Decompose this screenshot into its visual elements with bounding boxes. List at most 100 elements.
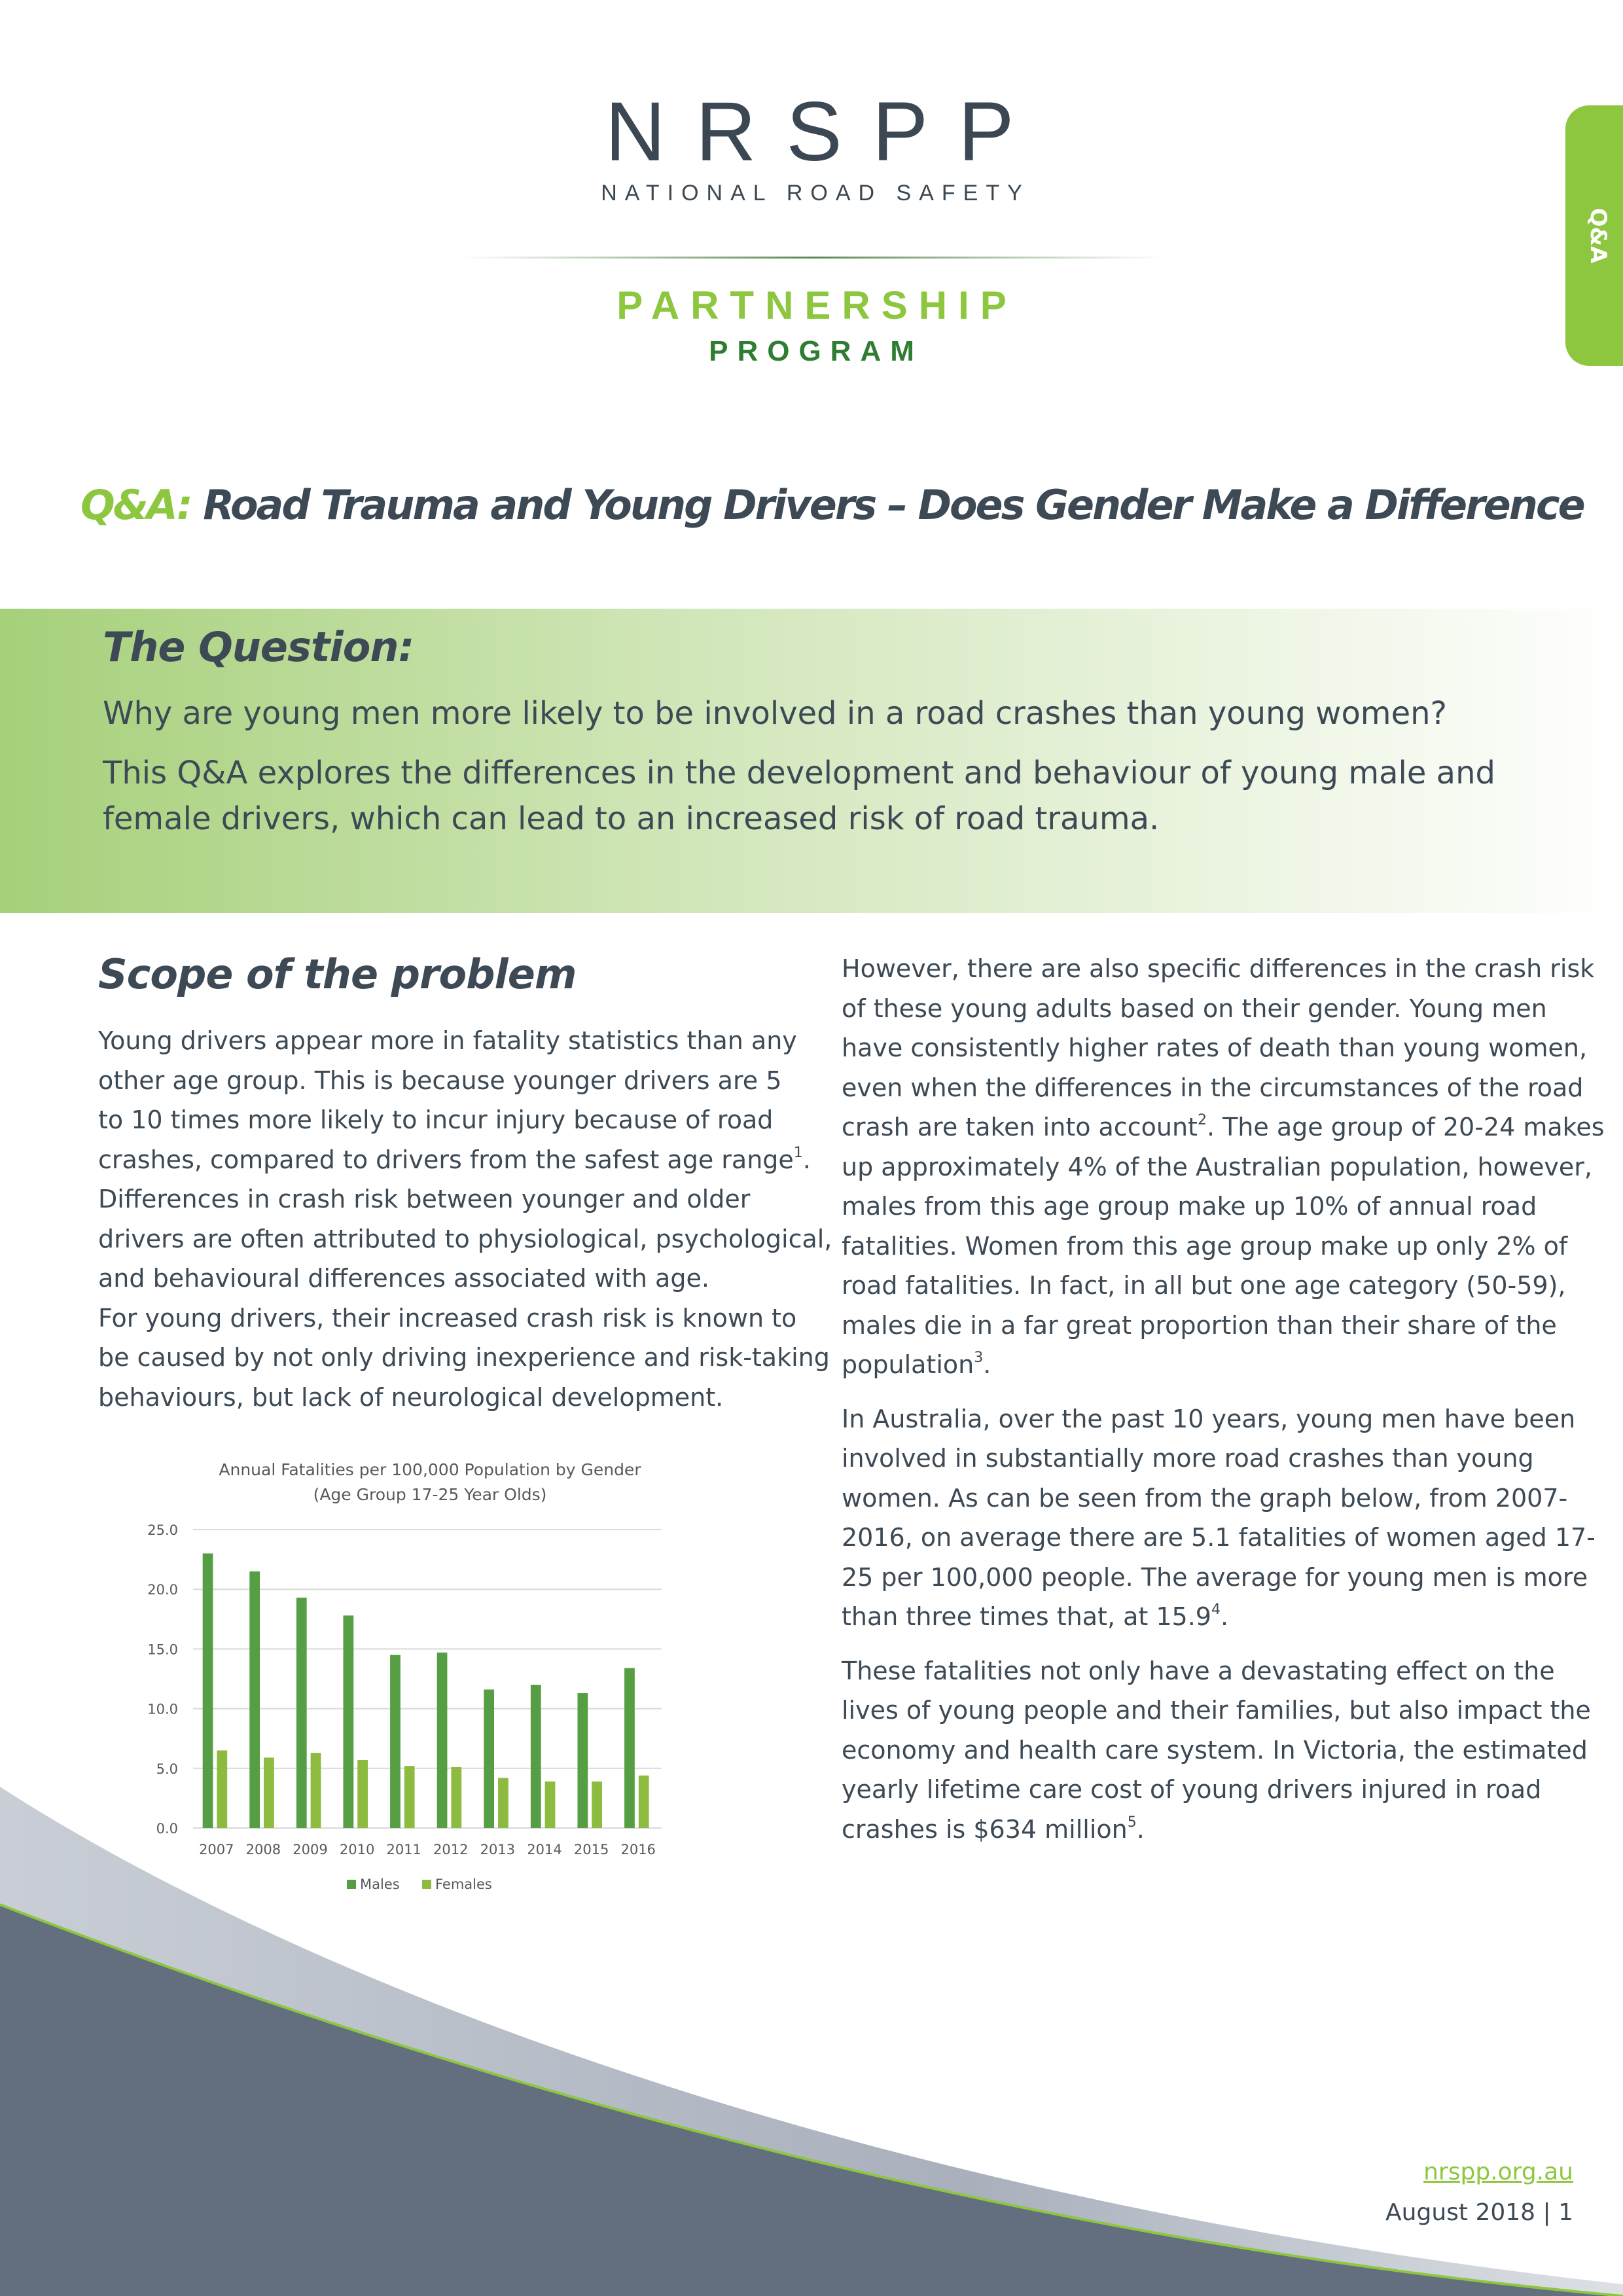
text-segment: behaviours, but lack of neurological dev… — [98, 1382, 724, 1412]
x-tick-label: 2016 — [620, 1842, 655, 1857]
x-tick-label: 2012 — [433, 1842, 468, 1857]
text-segment: 2016, on average there are 5.1 fatalitie… — [842, 1523, 1596, 1552]
bar-females-2008 — [264, 1757, 274, 1828]
question-description-line: female drivers, which can lead to an inc… — [103, 800, 1160, 837]
text-line: fatalities. Women from this age group ma… — [842, 1227, 1605, 1266]
x-tick-label: 2007 — [199, 1842, 234, 1857]
x-tick-label: 2011 — [386, 1842, 421, 1857]
website-link[interactable]: nrspp.org.au — [1423, 2159, 1573, 2185]
logo-nrspp: NRSPP — [605, 85, 1044, 179]
text-line: population3. — [842, 1345, 1605, 1385]
bar-males-2010 — [343, 1615, 354, 1828]
text-line: of these young adults based on their gen… — [842, 989, 1605, 1029]
x-tick-label: 2010 — [340, 1842, 374, 1857]
footnote-ref: 1 — [793, 1144, 803, 1161]
text-line: up approximately 4% of the Australian po… — [842, 1147, 1605, 1187]
text-segment: women. As can be seen from the graph bel… — [842, 1483, 1568, 1513]
text-line: lives of young people and their families… — [842, 1691, 1605, 1731]
bar-males-2015 — [577, 1693, 588, 1828]
bar-males-2012 — [437, 1652, 448, 1828]
text-segment: up approximately 4% of the Australian po… — [842, 1152, 1592, 1181]
question-band — [0, 609, 1623, 913]
text-segment: males from this age group make up 10% of… — [842, 1192, 1537, 1221]
y-tick-label: 0.0 — [156, 1821, 178, 1837]
y-tick-label: 25.0 — [147, 1522, 178, 1538]
text-segment: have consistently higher rates of death … — [842, 1033, 1588, 1062]
bar-males-2009 — [296, 1597, 307, 1828]
logo-divider — [461, 257, 1164, 259]
bar-males-2007 — [202, 1553, 213, 1828]
text-segment: However, there are also specific differe… — [842, 954, 1595, 983]
text-line: road fatalities. In fact, in all but one… — [842, 1266, 1605, 1306]
text-line: Young drivers appear more in fatality st… — [98, 1021, 832, 1061]
text-line: crash are taken into account2. The age g… — [842, 1107, 1605, 1147]
bar-males-2014 — [530, 1685, 541, 1828]
text-segment: Differences in crash risk between younge… — [98, 1185, 751, 1213]
text-segment: . — [802, 1145, 811, 1174]
text-segment: road fatalities. In fact, in all but one… — [842, 1271, 1566, 1300]
text-line: be caused by not only driving inexperien… — [98, 1338, 832, 1378]
bar-females-2009 — [310, 1753, 321, 1828]
text-segment: economy and health care system. In Victo… — [842, 1735, 1588, 1765]
text-segment: Young drivers appear more in fatality st… — [98, 1026, 797, 1055]
text-segment: crash are taken into account — [842, 1113, 1198, 1141]
bar-females-2012 — [451, 1767, 462, 1828]
footnote-ref: 2 — [1197, 1112, 1207, 1128]
logo-program: PROGRAM — [709, 335, 923, 367]
text-segment: other age group. This is because younger… — [98, 1066, 782, 1095]
text-segment: involved in substantially more road cras… — [842, 1444, 1534, 1473]
bar-males-2008 — [249, 1571, 260, 1828]
text-segment: 25 per 100,000 people. The average for y… — [842, 1562, 1588, 1592]
text-line: males from this age group make up 10% of… — [842, 1187, 1605, 1227]
text-segment: . — [1220, 1602, 1229, 1631]
footnote-ref: 3 — [974, 1350, 984, 1366]
text-segment: than three times that, at 15.9 — [842, 1602, 1211, 1631]
page-title: Q&A: Road Trauma and Young Drivers – Doe… — [80, 481, 1586, 529]
text-line: crashes, compared to drivers from the sa… — [98, 1140, 832, 1180]
text-line: In Australia, over the past 10 years, yo… — [842, 1399, 1605, 1439]
title-prefix: Q&A: — [80, 481, 193, 529]
text-line: For young drivers, their increased crash… — [98, 1299, 832, 1338]
bar-females-2011 — [404, 1766, 415, 1828]
legend-label-females: Females — [435, 1876, 492, 1892]
text-line: Differences in crash risk between younge… — [98, 1179, 832, 1219]
text-segment: of these young adults based on their gen… — [842, 994, 1547, 1023]
bar-females-2014 — [544, 1781, 556, 1828]
text-line: 2016, on average there are 5.1 fatalitie… — [842, 1518, 1605, 1558]
qa-side-tab: Q&A — [1565, 105, 1623, 366]
text-line: and behavioural differences associated w… — [98, 1259, 832, 1299]
text-line: have consistently higher rates of death … — [842, 1028, 1605, 1068]
page-date-number: August 2018 | 1 — [1385, 2199, 1573, 2226]
left-column-text: Young drivers appear more in fatality st… — [98, 1021, 832, 1417]
legend-swatch-females — [422, 1880, 431, 1889]
text-segment: . The age group of 20-24 makes — [1206, 1113, 1605, 1141]
text-line: women. As can be seen from the graph bel… — [842, 1479, 1605, 1518]
title-text: Road Trauma and Young Drivers – Does Gen… — [190, 481, 1585, 529]
bar-females-2016 — [638, 1775, 649, 1828]
text-segment: be caused by not only driving inexperien… — [98, 1343, 830, 1372]
bar-males-2013 — [484, 1689, 495, 1828]
bar-males-2011 — [390, 1655, 401, 1828]
bar-females-2015 — [592, 1781, 602, 1828]
text-segment: These fatalities not only have a devasta… — [842, 1656, 1555, 1685]
x-tick-label: 2015 — [574, 1842, 609, 1857]
y-tick-label: 20.0 — [147, 1582, 178, 1598]
text-line: males die in a far great proportion than… — [842, 1306, 1605, 1346]
text-line: involved in substantially more road cras… — [842, 1439, 1605, 1479]
text-line: behaviours, but lack of neurological dev… — [98, 1378, 832, 1418]
text-segment: and behavioural differences associated w… — [98, 1264, 709, 1293]
bar-males-2016 — [624, 1668, 635, 1828]
x-tick-label: 2009 — [293, 1842, 327, 1857]
text-segment: In Australia, over the past 10 years, yo… — [842, 1404, 1576, 1433]
text-segment: drivers are often attributed to physiolo… — [98, 1224, 832, 1253]
question-heading: The Question: — [103, 623, 414, 671]
text-line: These fatalities not only have a devasta… — [842, 1651, 1605, 1691]
text-segment: population — [842, 1350, 974, 1379]
legend-swatch-males — [347, 1880, 356, 1889]
text-segment: crashes, compared to drivers from the sa… — [98, 1145, 794, 1174]
bar-females-2007 — [217, 1750, 228, 1828]
logo-subtitle: NATIONAL ROAD SAFETY — [601, 181, 1030, 206]
footnote-ref: 4 — [1211, 1602, 1221, 1618]
x-tick-label: 2014 — [527, 1842, 562, 1857]
y-tick-label: 15.0 — [147, 1641, 178, 1657]
